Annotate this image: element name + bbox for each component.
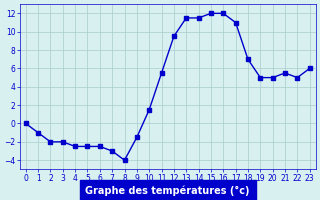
X-axis label: Graphe des températures (°c): Graphe des températures (°c) (85, 185, 250, 196)
